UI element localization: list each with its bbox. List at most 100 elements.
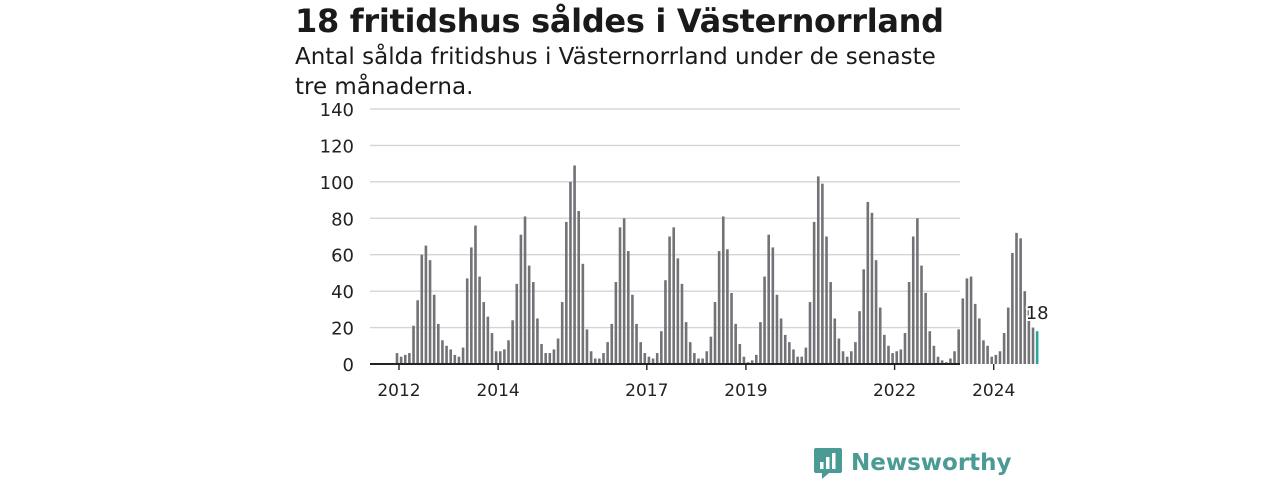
bar xyxy=(461,347,465,364)
y-tick-label: 0 xyxy=(343,355,354,376)
y-tick-label: 120 xyxy=(320,136,354,157)
bar xyxy=(395,353,399,364)
bar xyxy=(721,216,725,364)
bar xyxy=(680,283,684,364)
bar xyxy=(895,351,899,364)
bar xyxy=(771,247,775,364)
bar xyxy=(812,221,816,364)
bar xyxy=(796,356,799,364)
x-axis: 2012 2014 2017 2019 2022 2024 xyxy=(370,363,1015,401)
bar xyxy=(775,294,779,364)
bar xyxy=(688,342,692,364)
x-tick-label: 2022 xyxy=(873,381,916,401)
bar xyxy=(465,278,469,364)
bar xyxy=(573,165,576,364)
bar xyxy=(961,298,965,364)
bar xyxy=(998,351,1002,364)
x-tick-label: 2012 xyxy=(377,381,420,401)
bar xyxy=(408,353,411,364)
bar xyxy=(428,260,432,364)
bar xyxy=(866,201,870,364)
bar xyxy=(556,338,560,364)
x-tick-label: 2014 xyxy=(476,381,519,401)
bar xyxy=(441,340,444,364)
data-labels: 18 xyxy=(1024,301,1051,326)
chart-subtitle: Antal sålda fritidshus i Västernorrland … xyxy=(295,44,936,100)
bar xyxy=(833,318,837,364)
bar xyxy=(544,353,547,364)
bar xyxy=(717,251,721,364)
bar xyxy=(482,302,486,364)
bar xyxy=(907,282,911,364)
bar xyxy=(949,358,952,364)
bar xyxy=(457,356,461,364)
bar xyxy=(399,356,403,364)
bar xyxy=(883,334,886,364)
bar xyxy=(593,358,597,364)
bar xyxy=(523,216,527,364)
bar xyxy=(639,342,642,364)
bar xyxy=(589,351,593,364)
bar xyxy=(936,356,940,364)
bar xyxy=(763,276,766,364)
bar xyxy=(705,351,709,364)
y-axis: 0 20 40 60 80 100 120 140 xyxy=(320,100,354,376)
bar xyxy=(1019,238,1022,364)
bar xyxy=(552,349,556,364)
bar xyxy=(606,342,609,364)
bar xyxy=(953,351,956,364)
bar xyxy=(449,349,452,364)
bar xyxy=(647,356,651,364)
bar xyxy=(821,183,824,364)
y-tick-label: 80 xyxy=(331,209,354,230)
bar xyxy=(808,302,812,364)
bar xyxy=(887,345,890,364)
bar xyxy=(969,276,973,364)
bar xyxy=(1023,291,1027,364)
bar xyxy=(920,265,923,364)
bar xyxy=(858,311,861,364)
bar xyxy=(792,349,795,364)
bar xyxy=(990,356,994,364)
bar xyxy=(643,353,647,364)
bar xyxy=(1002,333,1006,364)
bar xyxy=(816,176,820,364)
bar xyxy=(494,351,498,364)
bar xyxy=(1006,307,1010,364)
bar xyxy=(651,358,655,364)
bar xyxy=(626,251,630,364)
bar xyxy=(911,236,915,364)
bar xyxy=(878,307,882,364)
bar xyxy=(891,353,894,364)
bar xyxy=(536,318,539,364)
bar xyxy=(1031,327,1035,364)
bar xyxy=(1027,305,1031,364)
bar xyxy=(854,342,857,364)
bar xyxy=(478,276,481,364)
bar-highlight xyxy=(1035,331,1039,364)
y-tick-label: 60 xyxy=(331,246,354,267)
bar xyxy=(986,345,989,364)
x-tick-label: 2019 xyxy=(724,381,767,401)
bar xyxy=(940,360,944,364)
bar xyxy=(445,345,448,364)
bar xyxy=(738,343,742,364)
bar xyxy=(845,356,849,364)
bar xyxy=(610,323,614,364)
bar xyxy=(598,358,601,364)
bar xyxy=(862,269,865,364)
bar xyxy=(800,356,804,364)
bar xyxy=(490,333,494,364)
x-tick-label: 2024 xyxy=(972,381,1015,401)
bar xyxy=(507,340,510,364)
bar xyxy=(474,225,477,364)
bar xyxy=(829,282,832,364)
bar xyxy=(734,323,737,364)
bar xyxy=(540,343,543,364)
bar xyxy=(870,212,874,364)
bar xyxy=(503,349,506,364)
bar xyxy=(412,325,415,364)
bar xyxy=(403,354,407,364)
bar xyxy=(978,318,981,364)
